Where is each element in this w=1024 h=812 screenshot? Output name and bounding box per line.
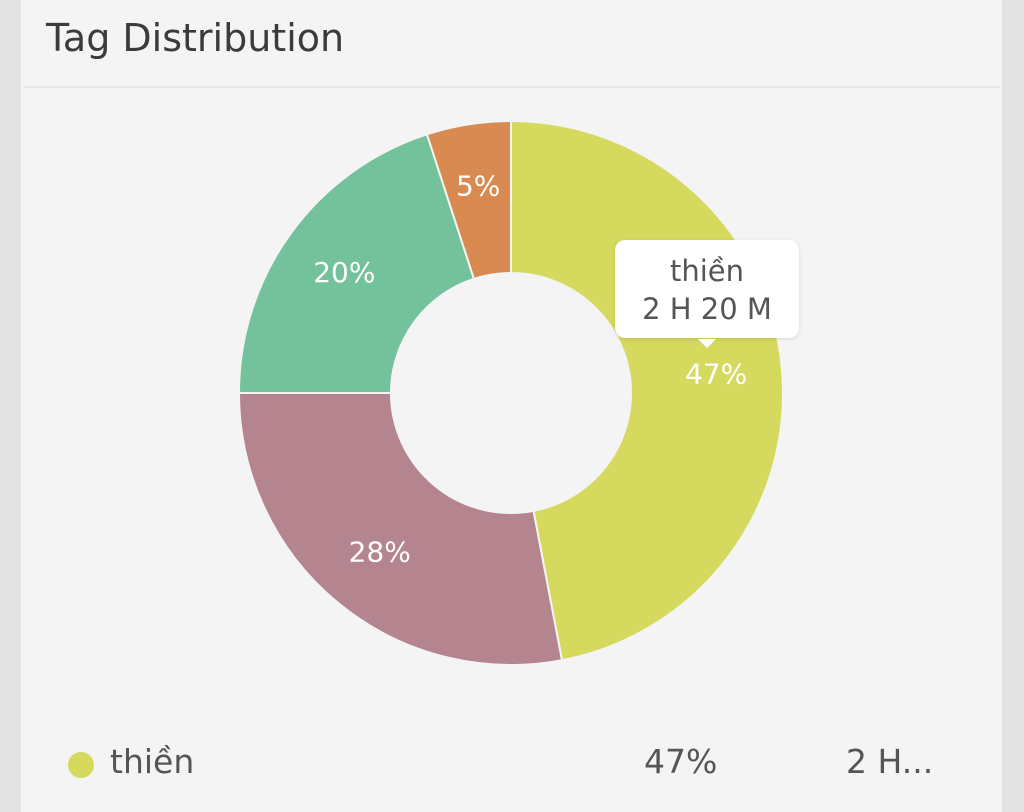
slice-data-label: 5% xyxy=(456,170,500,203)
donut-slice[interactable] xyxy=(237,133,476,394)
tooltip-value: 2 H 20 M xyxy=(642,292,772,326)
chart-tooltip: thiền 2 H 20 M xyxy=(615,240,799,348)
legend-name: thiền xyxy=(110,742,195,781)
donut-slice[interactable] xyxy=(425,119,512,281)
legend-color-dot xyxy=(68,752,94,778)
slice-data-label: 28% xyxy=(349,536,411,569)
divider xyxy=(24,86,1000,88)
card-title: Tag Distribution xyxy=(46,16,345,60)
slice-data-label: 47% xyxy=(685,358,747,391)
legend-item[interactable]: thiền 47% 2 H... xyxy=(46,742,976,788)
legend-value: 2 H... xyxy=(846,742,934,781)
tooltip-label: thiền xyxy=(669,254,745,288)
slice-data-label: 20% xyxy=(313,256,375,289)
legend-percent: 47% xyxy=(644,742,718,781)
donut-slice[interactable] xyxy=(237,392,564,666)
